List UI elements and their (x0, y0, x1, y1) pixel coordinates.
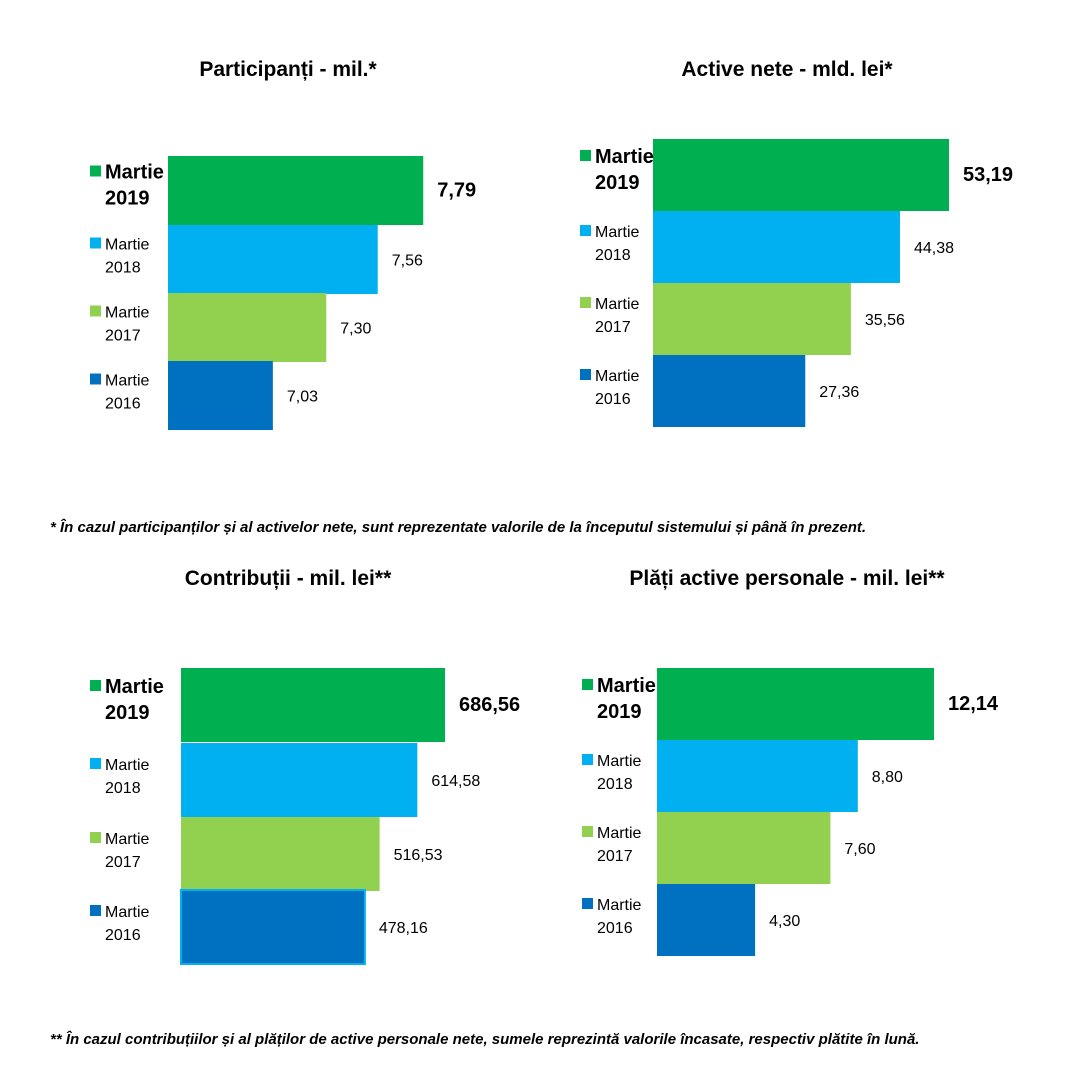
footnote-1: * În cazul participanților și al activel… (50, 519, 867, 536)
data-label: 614,58 (431, 773, 480, 790)
category-label: 2017 (595, 319, 631, 336)
data-label: 4,30 (769, 913, 800, 930)
data-label: 12,14 (948, 693, 999, 715)
category-label: Martie (597, 675, 656, 697)
data-label: 44,38 (914, 240, 954, 257)
data-label: 7,30 (340, 321, 371, 338)
legend-marker (90, 905, 101, 916)
bar (168, 361, 273, 430)
legend-marker (90, 832, 101, 843)
bar (653, 139, 949, 211)
data-label: 53,19 (963, 164, 1013, 186)
bar (168, 225, 378, 294)
data-label: 7,56 (392, 253, 423, 270)
category-label: 2016 (105, 396, 141, 413)
category-label: Martie (595, 368, 640, 385)
bar (181, 743, 418, 817)
legend-marker (580, 297, 591, 308)
category-label: Martie (105, 162, 164, 184)
category-label: 2019 (105, 702, 150, 724)
bar (180, 889, 366, 965)
data-label: 35,56 (865, 312, 905, 329)
legend-marker (90, 237, 101, 249)
bar (168, 293, 327, 362)
category-label: 2019 (595, 172, 640, 194)
data-label: 686,56 (459, 694, 520, 716)
bar (657, 812, 831, 884)
category-label: Martie (105, 676, 164, 698)
bar (657, 740, 858, 812)
category-label: Martie (595, 146, 654, 168)
footnote-2: ** În cazul contribuțiilor și al plățilo… (50, 1031, 920, 1048)
legend-marker (582, 898, 593, 909)
data-label: 7,60 (844, 841, 875, 858)
category-label: Martie (597, 897, 642, 914)
category-label: Martie (105, 237, 150, 254)
category-label: 2018 (105, 780, 141, 797)
bar (181, 817, 380, 891)
chart-title: Plăți active personale - mil. lei** (629, 567, 945, 590)
legend-marker (580, 369, 591, 380)
bar (168, 156, 424, 225)
legend-marker (90, 758, 101, 769)
category-label: Martie (105, 373, 150, 390)
category-label: Martie (105, 831, 150, 848)
bar (653, 283, 851, 355)
chart-title: Contribuții - mil. lei** (185, 567, 392, 590)
chart-title: Active nete - mld. lei* (681, 58, 893, 81)
category-label: 2019 (597, 701, 642, 723)
data-label: 8,80 (872, 769, 903, 786)
legend-marker (580, 150, 591, 161)
category-label: Martie (597, 753, 642, 770)
legend-marker (582, 826, 593, 837)
category-label: Martie (105, 757, 150, 774)
category-label: 2016 (595, 391, 631, 408)
category-label: 2016 (597, 920, 633, 937)
data-label: 478,16 (379, 920, 428, 937)
bar (653, 211, 900, 283)
legend-marker (582, 754, 593, 765)
category-label: Martie (105, 305, 150, 322)
category-label: Martie (595, 224, 640, 241)
category-label: 2017 (597, 848, 633, 865)
legend-marker (90, 373, 101, 385)
legend-marker (90, 165, 101, 177)
category-label: Martie (595, 296, 640, 313)
legend-marker (582, 679, 593, 690)
data-label: 7,03 (287, 389, 318, 406)
data-label: 27,36 (819, 384, 859, 401)
data-label: 7,79 (437, 180, 476, 202)
legend-marker (90, 305, 101, 317)
category-label: 2018 (597, 776, 633, 793)
chart-title: Participanți - mil.* (199, 58, 377, 81)
category-label: 2016 (105, 927, 141, 944)
category-label: Martie (597, 825, 642, 842)
category-label: Martie (105, 904, 150, 921)
legend-marker (580, 225, 591, 236)
bar (657, 884, 756, 956)
bar (653, 355, 806, 427)
category-label: 2017 (105, 328, 141, 345)
category-label: 2018 (105, 260, 141, 277)
bar (181, 668, 445, 742)
legend-marker (90, 680, 101, 691)
bar (657, 668, 934, 740)
category-label: 2019 (105, 188, 150, 210)
category-label: 2018 (595, 247, 631, 264)
category-label: 2017 (105, 854, 141, 871)
data-label: 516,53 (394, 847, 443, 864)
